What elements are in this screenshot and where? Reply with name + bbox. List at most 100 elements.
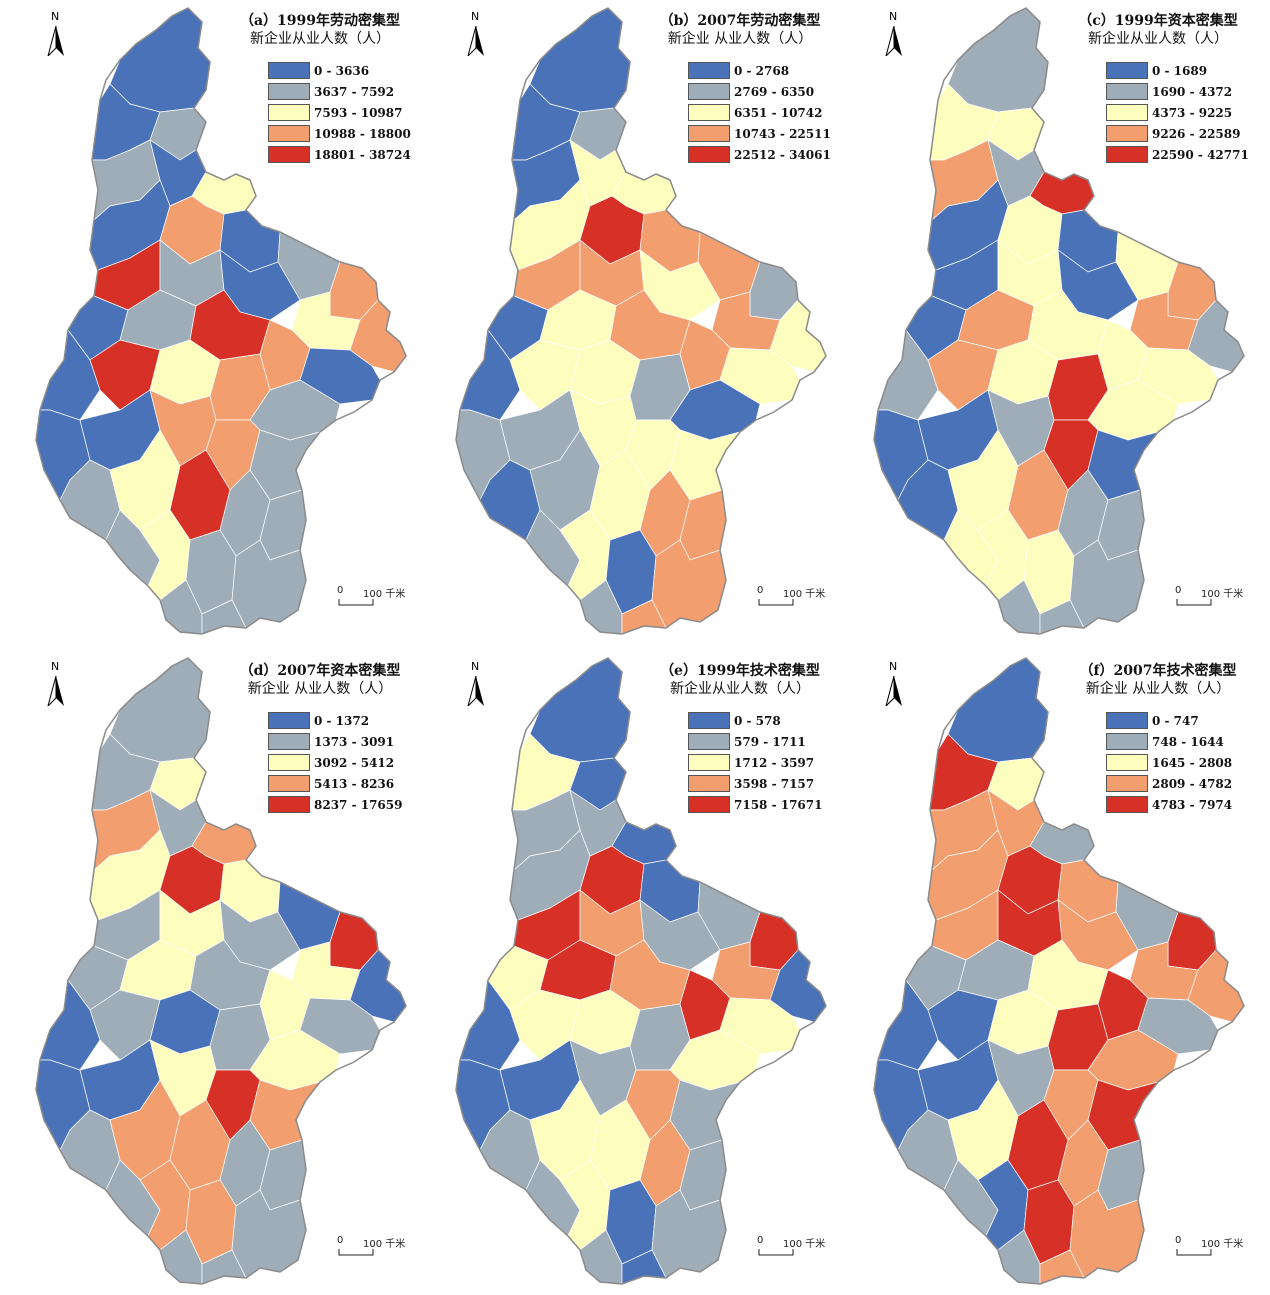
- north-arrow-icon: N: [462, 10, 492, 60]
- legend-swatch: [1106, 775, 1148, 792]
- scale-zero: 0: [757, 585, 764, 596]
- map-legend: 0 - 2768 2769 - 6350 6351 - 10742 10743 - 2…: [688, 60, 831, 165]
- legend-label: 0 - 2768: [734, 63, 790, 78]
- legend-swatch: [1106, 796, 1148, 813]
- scale-bar: 0 100 千米: [1173, 585, 1263, 607]
- north-arrow-icon: N: [462, 660, 492, 710]
- legend-label: 1712 - 3597: [734, 755, 815, 770]
- legend-label: 0 - 1689: [1152, 63, 1208, 78]
- legend-label: 3637 - 7592: [314, 84, 395, 99]
- map-title: （e）1999年技术密集型 新企业从业人数（人）: [640, 662, 840, 698]
- map-title-sub: 新企业 从业人数（人）: [1085, 681, 1231, 697]
- map-title: （f）2007年技术密集型 新企业 从业人数（人）: [1058, 662, 1258, 698]
- legend-item: 4783 - 7974: [1106, 794, 1232, 815]
- map-panel-d: N （d）2007年资本密集型 新企业 从业人数（人） 0 - 1372 1373 - …: [10, 650, 425, 1290]
- scale-zero: 0: [1175, 585, 1182, 596]
- map-legend: 0 - 1372 1373 - 3091 3092 - 5412 5413 - 823…: [268, 710, 402, 815]
- scale-bar: 0 100 千米: [335, 1235, 425, 1257]
- legend-item: 3092 - 5412: [268, 752, 402, 773]
- legend-label: 1645 - 2808: [1152, 755, 1233, 770]
- legend-label: 4783 - 7974: [1152, 797, 1233, 812]
- map-title-sub: 新企业 从业人数（人）: [667, 31, 813, 47]
- scale-zero: 0: [337, 1235, 344, 1246]
- map-title-sub: 新企业从业人数（人）: [670, 681, 810, 697]
- legend-label: 18801 - 38724: [314, 147, 411, 162]
- legend-label: 2769 - 6350: [734, 84, 815, 99]
- legend-label: 6351 - 10742: [734, 105, 823, 120]
- legend-item: 0 - 747: [1106, 710, 1232, 731]
- legend-item: 1690 - 4372: [1106, 81, 1249, 102]
- scale-length: 100 千米: [1201, 1239, 1244, 1250]
- legend-item: 0 - 3636: [268, 60, 411, 81]
- legend-item: 7593 - 10987: [268, 102, 411, 123]
- legend-swatch: [1106, 733, 1148, 750]
- map-title-main: （e）1999年技术密集型: [660, 663, 820, 679]
- map-panel-b: N （b）2007年劳动密集型 新企业 从业人数（人） 0 - 2768 2769 - …: [430, 0, 845, 640]
- legend-item: 3637 - 7592: [268, 81, 411, 102]
- legend-item: 9226 - 22589: [1106, 123, 1249, 144]
- legend-label: 7593 - 10987: [314, 105, 403, 120]
- legend-item: 6351 - 10742: [688, 102, 831, 123]
- map-region: [109, 657, 211, 763]
- legend-swatch: [688, 775, 730, 792]
- legend-label: 1690 - 4372: [1152, 84, 1233, 99]
- legend-item: 748 - 1644: [1106, 731, 1232, 752]
- scale-bar: 0 100 千米: [335, 585, 425, 607]
- map-panel-e: N （e）1999年技术密集型 新企业从业人数（人） 0 - 578 579 - 171…: [430, 650, 845, 1290]
- map-title-sub: 新企业 从业人数（人）: [247, 681, 393, 697]
- legend-swatch: [268, 104, 310, 121]
- legend-swatch: [268, 62, 310, 79]
- map-title: （c）1999年资本密集型 新企业从业人数（人）: [1058, 12, 1258, 48]
- legend-label: 5413 - 8236: [314, 776, 395, 791]
- legend-swatch: [1106, 146, 1148, 163]
- legend-swatch: [688, 733, 730, 750]
- province-outline: [455, 657, 827, 1285]
- legend-item: 2769 - 6350: [688, 81, 831, 102]
- legend-item: 10988 - 18800: [268, 123, 411, 144]
- map-panel-f: N （f）2007年技术密集型 新企业 从业人数（人） 0 - 747 748 - 16…: [848, 650, 1263, 1290]
- map-panel-c: N （c）1999年资本密集型 新企业从业人数（人） 0 - 1689 1690 - 4…: [848, 0, 1263, 640]
- legend-item: 5413 - 8236: [268, 773, 402, 794]
- legend-swatch: [268, 775, 310, 792]
- map-region: [529, 7, 631, 113]
- legend-item: 1645 - 2808: [1106, 752, 1232, 773]
- scale-length: 100 千米: [783, 1239, 826, 1250]
- legend-label: 9226 - 22589: [1152, 126, 1241, 141]
- legend-item: 3598 - 7157: [688, 773, 822, 794]
- map-region: [109, 7, 211, 113]
- legend-swatch: [688, 83, 730, 100]
- choropleth-map: [455, 657, 827, 1285]
- scale-bar: 0 100 千米: [1173, 1235, 1263, 1257]
- map-title: （b）2007年劳动密集型 新企业 从业人数（人）: [640, 12, 840, 48]
- map-title-main: （f）2007年技术密集型: [1079, 663, 1237, 679]
- choropleth-map: [873, 657, 1245, 1285]
- scale-length: 100 千米: [363, 589, 406, 600]
- map-title-main: （b）2007年劳动密集型: [659, 13, 821, 29]
- legend-label: 4373 - 9225: [1152, 105, 1233, 120]
- map-legend: 0 - 3636 3637 - 7592 7593 - 10987 10988 - 1…: [268, 60, 411, 165]
- legend-item: 2809 - 4782: [1106, 773, 1232, 794]
- north-label: N: [889, 660, 898, 673]
- map-title-main: （d）2007年资本密集型: [239, 663, 401, 679]
- legend-swatch: [688, 104, 730, 121]
- province-outline: [873, 657, 1245, 1285]
- province-outline: [35, 7, 407, 635]
- legend-item: 0 - 578: [688, 710, 822, 731]
- legend-swatch: [1106, 754, 1148, 771]
- province-outline: [873, 7, 1245, 635]
- north-arrow-icon: N: [42, 10, 72, 60]
- north-label: N: [51, 660, 60, 673]
- legend-swatch: [1106, 62, 1148, 79]
- map-legend: 0 - 747 748 - 1644 1645 - 2808 2809 - 4782 4…: [1106, 710, 1232, 815]
- legend-swatch: [268, 712, 310, 729]
- map-legend: 0 - 578 579 - 1711 1712 - 3597 3598 - 7157 7…: [688, 710, 822, 815]
- legend-label: 2809 - 4782: [1152, 776, 1233, 791]
- legend-swatch: [688, 125, 730, 142]
- choropleth-map: [455, 7, 827, 635]
- legend-swatch: [688, 62, 730, 79]
- legend-swatch: [688, 146, 730, 163]
- map-panel-a: N （a）1999年劳动密集型 新企业从业人数（人） 0 - 3636 3637 - 7…: [10, 0, 425, 640]
- scale-zero: 0: [757, 1235, 764, 1246]
- legend-label: 22590 - 42771: [1152, 147, 1249, 162]
- map-region: [947, 657, 1049, 763]
